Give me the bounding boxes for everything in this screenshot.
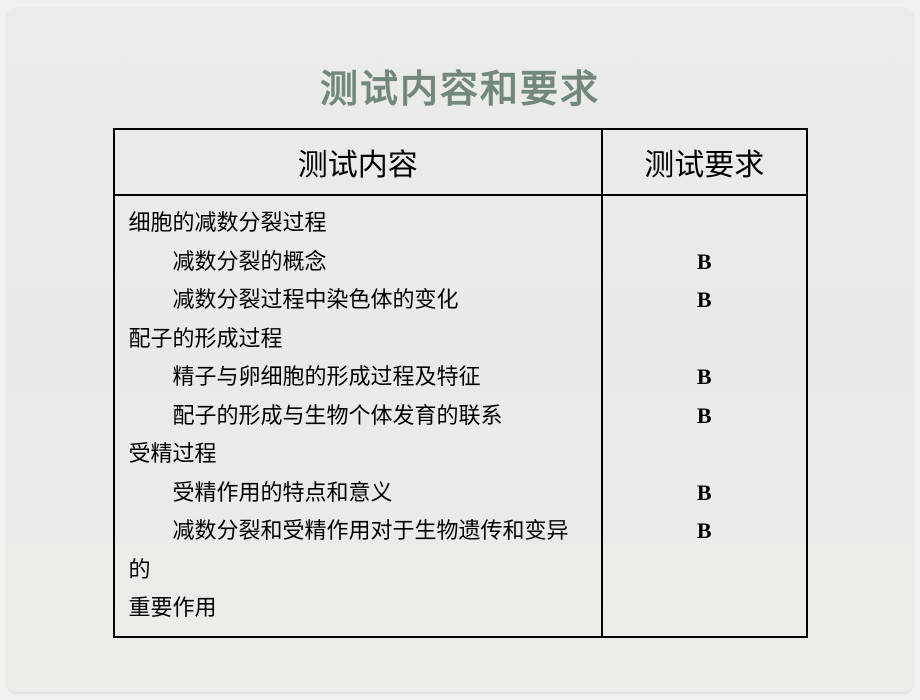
req-blank-2 <box>617 320 791 359</box>
header-requirement: 测试要求 <box>602 129 806 195</box>
section-header-2: 配子的形成过程 <box>129 320 588 359</box>
req-blank-1 <box>617 204 791 243</box>
req-3-2: B <box>617 512 791 551</box>
requirement-cell: B B B B B B <box>602 195 806 637</box>
sub-item-2-2: 配子的形成与生物个体发育的联系 <box>129 397 588 436</box>
req-1-2: B <box>617 281 791 320</box>
sub-item-3-2: 减数分裂和受精作用对于生物遗传和变异的 <box>129 512 588 589</box>
sub-item-2-1: 精子与卵细胞的形成过程及特征 <box>129 358 588 397</box>
sub-item-3-2-cont: 重要作用 <box>129 589 588 628</box>
req-3-1: B <box>617 474 791 513</box>
section-header-1: 细胞的减数分裂过程 <box>129 204 588 243</box>
sub-item-1-2: 减数分裂过程中染色体的变化 <box>129 281 588 320</box>
req-2-1: B <box>617 358 791 397</box>
sub-item-3-1: 受精作用的特点和意义 <box>129 474 588 513</box>
content-cell: 细胞的减数分裂过程 减数分裂的概念 减数分裂过程中染色体的变化 配子的形成过程 … <box>114 195 603 637</box>
slide-container: 测试内容和要求 测试内容 测试要求 细胞的减数分裂过程 减数分裂的概念 减数分裂… <box>8 8 912 692</box>
table-body-row: 细胞的减数分裂过程 减数分裂的概念 减数分裂过程中染色体的变化 配子的形成过程 … <box>114 195 807 637</box>
content-table: 测试内容 测试要求 细胞的减数分裂过程 减数分裂的概念 减数分裂过程中染色体的变… <box>113 128 808 638</box>
slide-title: 测试内容和要求 <box>48 58 872 113</box>
table-header-row: 测试内容 测试要求 <box>114 129 807 195</box>
req-2-2: B <box>617 397 791 436</box>
req-1-1: B <box>617 243 791 282</box>
header-content: 测试内容 <box>114 129 603 195</box>
section-header-3: 受精过程 <box>129 435 588 474</box>
sub-item-1-1: 减数分裂的概念 <box>129 243 588 282</box>
req-blank-3 <box>617 435 791 474</box>
